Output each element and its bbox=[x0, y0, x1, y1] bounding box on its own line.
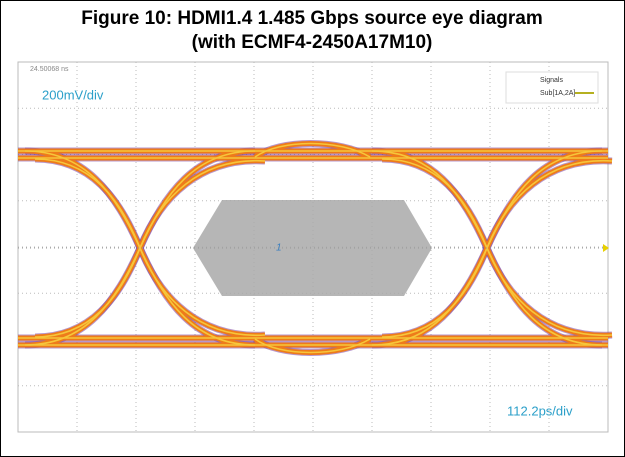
legend-title: Signals bbox=[540, 77, 563, 84]
figure: Figure 10: HDMI1.4 1.485 Gbps source eye… bbox=[0, 0, 625, 457]
scope-screen: 24.50068 ns 200mV/div 112.2ps/div 1 Sign… bbox=[18, 62, 612, 432]
figure-subtitle: (with ECMF4-2450A17M10) bbox=[192, 32, 433, 53]
legend-entry: Sub[1A,2A] bbox=[540, 90, 575, 97]
horizontal-scale: 112.2ps/div bbox=[507, 403, 573, 418]
legend: Signals Sub[1A,2A] bbox=[506, 72, 598, 103]
marker: 1 bbox=[276, 243, 282, 254]
eye-mask bbox=[193, 200, 432, 296]
page: Figure 10: HDMI1.4 1.485 Gbps source eye… bbox=[0, 0, 625, 457]
timestamp: 24.50068 ns bbox=[30, 66, 69, 73]
figure-title: Figure 10: HDMI1.4 1.485 Gbps source eye… bbox=[81, 8, 542, 29]
vertical-scale: 200mV/div bbox=[42, 87, 104, 102]
